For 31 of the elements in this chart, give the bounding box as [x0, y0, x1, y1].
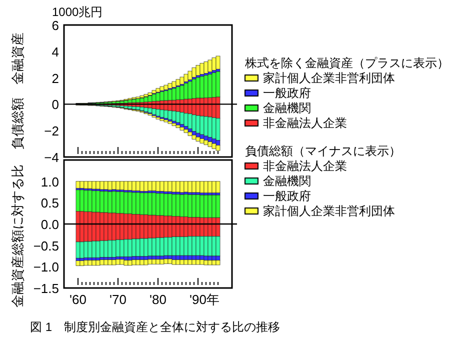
y-tick-label: −1.0	[33, 260, 59, 275]
y-tick-label: −1.5	[33, 281, 59, 296]
y-tick-label: 0.5	[40, 196, 59, 211]
y-axis-title: 金融資産総額に対する比	[10, 164, 25, 308]
y-tick-label: 6	[52, 18, 59, 33]
legend-label: 家計個人企業非営利団体	[263, 204, 395, 218]
legend-label: 非金融法人企業	[263, 116, 347, 130]
legend-label: 非金融法人企業	[263, 159, 347, 173]
y-tick-label: 1.0	[40, 174, 59, 190]
x-tick-label: '60	[70, 292, 86, 307]
legend-label: 金融機関	[263, 101, 311, 115]
text: 1000兆円	[52, 5, 103, 19]
y-tick-label: 0.0	[40, 217, 59, 232]
x-tick-label: '80	[150, 292, 166, 307]
y-tick-label: 2	[52, 70, 59, 86]
y-tick-label: 0	[52, 97, 59, 112]
legend-label: 一般政府	[263, 189, 311, 203]
legend-label: 金融機関	[263, 174, 311, 188]
y-tick-label: 4	[52, 44, 59, 60]
x-tick-label: '90	[190, 292, 206, 307]
legend-title: 負債総額（マイナスに表示）	[245, 144, 401, 158]
x-tick-label: '70	[110, 292, 126, 307]
x-axis-title: 年	[206, 292, 220, 307]
caption: 図 1 制度別金融資産と全体に対する比の推移	[30, 320, 280, 334]
legend-label: 家計個人企業非営利団体	[263, 71, 395, 85]
y-tick-label: −2	[44, 124, 59, 139]
y-tick-label: −4	[44, 150, 59, 165]
legend-title: 株式を除く金融資産（プラスに表示）	[244, 56, 449, 70]
y-axis-title: 負債総額 金融資産	[10, 32, 25, 150]
legend-label: 一般政府	[263, 86, 311, 100]
y-tick-label: −0.5	[33, 238, 59, 254]
